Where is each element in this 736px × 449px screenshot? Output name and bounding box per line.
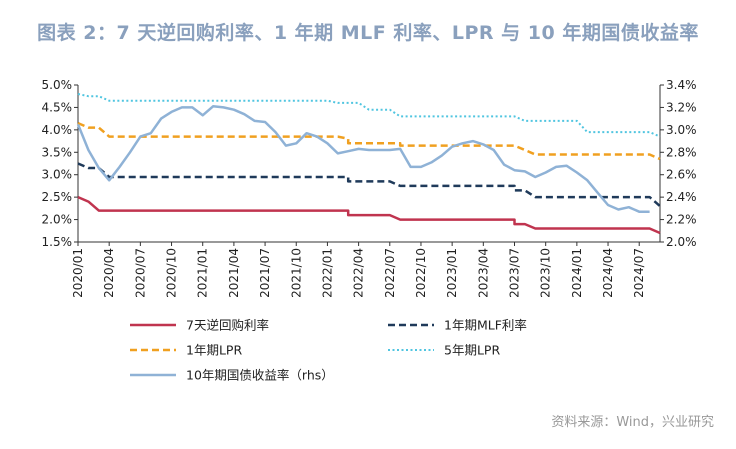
left-tick-label: 4.0% [42,123,73,137]
chart-title: 图表 2：7 天逆回购利率、1 年期 MLF 利率、LPR 与 10 年期国债收… [37,22,699,44]
series-line-5 [76,105,650,213]
right-tick-label: 3.2% [666,100,697,114]
legend-label-4: 5年期LPR [444,343,500,358]
right-tick-label: 2.8% [666,145,697,159]
x-tick-label: 2020/01 [71,248,85,298]
x-tick-label: 2023/10 [539,248,553,298]
series-line-3 [77,121,661,161]
x-tick-label: 2020/10 [165,248,179,298]
legend-label-5: 10年期国债收益率（rhs） [186,368,334,383]
x-tick-label: 2020/07 [133,248,147,298]
right-tick-label: 2.0% [666,235,697,249]
x-tick-label: 2024/01 [570,248,584,298]
x-tick-label: 2024/07 [632,248,646,298]
right-tick-label: 2.4% [666,190,697,204]
x-tick-label: 2023/04 [476,248,490,298]
left-tick-label: 3.0% [42,168,73,182]
right-tick-label: 2.6% [666,168,697,182]
left-tick-label: 5.0% [42,78,73,92]
right-tick-label: 3.4% [666,78,697,92]
right-tick-label: 2.2% [666,213,697,227]
x-tick-label: 2021/10 [289,248,303,298]
left-tick-label: 2.0% [42,213,73,227]
x-tick-label: 2021/07 [258,248,272,298]
left-tick-label: 4.5% [42,100,73,114]
x-tick-label: 2023/01 [445,248,459,298]
x-tick-label: 2022/01 [320,248,334,298]
x-tick-label: 2024/04 [601,248,615,298]
x-tick-label: 2022/04 [352,248,366,298]
left-tick-label: 1.5% [42,235,73,249]
legend-label-2: 1年期MLF利率 [444,318,527,333]
source-note: 资料来源：Wind，兴业研究 [551,415,714,430]
x-tick-label: 2022/07 [383,248,397,298]
x-tick-label: 2020/04 [102,248,116,298]
x-tick-label: 2022/10 [414,248,428,298]
x-tick-label: 2021/04 [227,248,241,298]
legend-label-3: 1年期LPR [186,343,242,358]
x-tick-label: 2023/07 [508,248,522,298]
x-tick-label: 2021/01 [196,248,210,298]
left-tick-label: 3.5% [42,145,73,159]
left-tick-label: 2.5% [42,190,73,204]
right-tick-label: 3.0% [666,123,697,137]
legend-label-1: 7天逆回购利率 [186,318,269,333]
series-line-1 [77,195,661,235]
